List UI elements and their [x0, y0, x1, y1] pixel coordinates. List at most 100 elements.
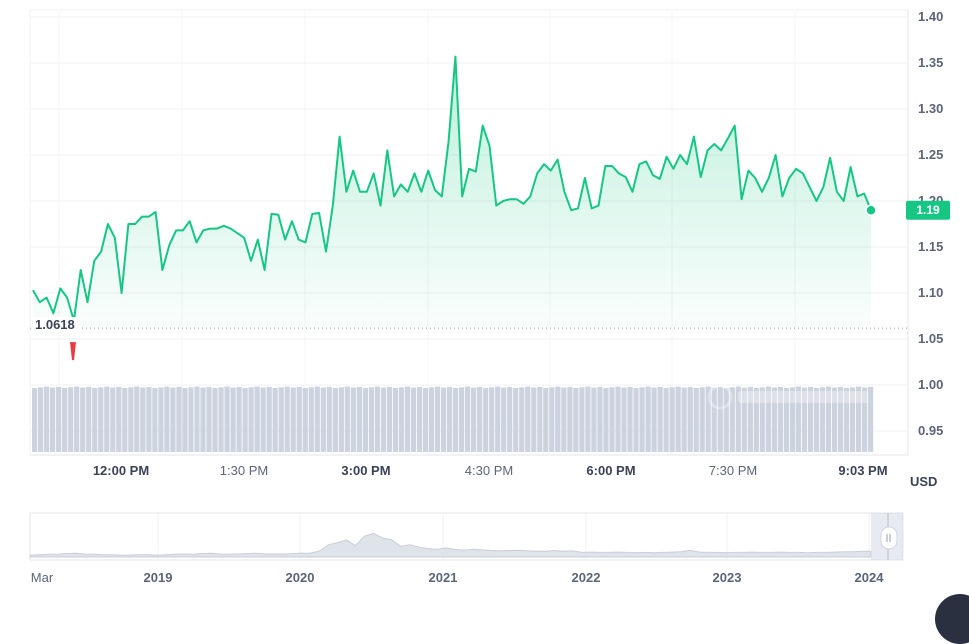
coinmarketcap-watermark — [707, 384, 868, 410]
volume-bar — [765, 386, 771, 452]
current-price-label: 1.19 — [916, 203, 940, 217]
volume-bar — [74, 386, 80, 452]
range-navigator[interactable] — [29, 512, 904, 561]
navigator-label: 2022 — [572, 570, 601, 585]
volume-bar — [843, 388, 850, 452]
navigator-label: 2023 — [713, 570, 742, 585]
x-tick-label: 7:30 PM — [709, 463, 757, 478]
volume-bar — [362, 388, 368, 452]
volume-bar — [446, 386, 453, 452]
volume-bar — [819, 387, 826, 452]
volume-bar — [182, 388, 188, 452]
volume-bar — [753, 388, 759, 452]
volume-bar — [495, 386, 501, 452]
volume-bar — [699, 387, 705, 452]
volume-bar — [681, 387, 687, 452]
volume-bar — [537, 386, 543, 452]
volume-bar — [831, 387, 838, 452]
volume-bar — [332, 388, 338, 452]
volume-bar — [663, 388, 669, 452]
volume-bar — [465, 386, 471, 452]
volume-bar — [705, 386, 711, 452]
volume-bar — [374, 386, 381, 452]
volume-bar — [110, 387, 116, 452]
volume-bar — [675, 386, 681, 452]
volume-bar — [212, 388, 218, 452]
navigator-area — [29, 532, 872, 558]
volume-bar — [128, 387, 134, 452]
price-area-fill — [33, 56, 871, 329]
volume-bar — [459, 387, 465, 452]
volume-bar — [591, 387, 597, 452]
volume-bar — [32, 388, 38, 452]
volume-bar — [392, 388, 399, 452]
volume-bar — [164, 386, 170, 452]
current-price-dot — [865, 204, 877, 216]
volume-bar — [621, 387, 627, 452]
volume-bar — [561, 387, 567, 452]
volume-bar — [669, 387, 675, 452]
volume-bar — [68, 387, 74, 452]
volume-bar — [266, 386, 272, 452]
y-tick-label: 1.10 — [918, 285, 943, 300]
volume-bar — [218, 387, 224, 452]
volume-bar — [170, 387, 176, 452]
volume-bar — [801, 387, 808, 452]
volume-bar — [140, 387, 146, 452]
volume-bar — [248, 387, 254, 452]
volume-bar — [567, 386, 573, 452]
volume-bar — [837, 386, 844, 452]
volume-bar — [398, 387, 405, 452]
volume-bar — [729, 387, 735, 452]
volume-bar — [50, 387, 56, 452]
navigator-gridlines — [157, 513, 870, 560]
navigator-labels: Mar 2019 2020 2021 2022 2023 2024 — [31, 570, 884, 585]
volume-bar — [368, 387, 375, 452]
volume-bar — [519, 387, 525, 452]
volume-bar — [651, 387, 657, 452]
volume-bar — [152, 388, 158, 452]
volume-bar — [326, 386, 332, 452]
volume-bar — [747, 386, 753, 452]
volume-bar — [741, 387, 747, 452]
volume-bar — [483, 388, 489, 452]
navigator-handle[interactable] — [880, 526, 898, 550]
y-tick-label: 1.05 — [918, 331, 943, 346]
volume-bar — [813, 388, 820, 452]
volume-bar — [489, 387, 495, 452]
down-arrow-icon — [70, 342, 76, 361]
volume-bar — [272, 388, 278, 452]
volume-bar — [230, 387, 236, 452]
volume-bar — [807, 386, 814, 452]
volume-bar — [56, 386, 62, 452]
volume-bar — [645, 386, 651, 452]
volume-bar — [338, 387, 344, 452]
volume-bar — [134, 386, 140, 452]
volume-bar — [206, 386, 212, 452]
volume-bar — [242, 388, 248, 452]
volume-bar — [633, 388, 639, 452]
volume-bars — [32, 386, 874, 452]
open-price-label-bg — [32, 317, 80, 334]
volume-bar — [350, 387, 356, 452]
volume-bar — [86, 386, 92, 452]
volume-bar — [44, 386, 50, 452]
volume-bar — [711, 387, 717, 452]
y-tick-label: 0.95 — [918, 423, 943, 438]
volume-bar — [525, 386, 531, 452]
volume-bar — [344, 386, 350, 452]
volume-bar — [825, 386, 832, 452]
volume-bar — [422, 388, 429, 452]
navigator-label: 2020 — [286, 570, 315, 585]
volume-bar — [224, 386, 230, 452]
volume-bar — [308, 387, 314, 452]
volume-bar — [531, 387, 537, 452]
volume-bar — [795, 386, 802, 452]
volume-bar — [849, 387, 856, 452]
volume-bar — [92, 388, 98, 452]
volume-bar — [723, 388, 729, 452]
volume-bar — [693, 388, 699, 452]
y-axis: 1.401.351.301.251.201.151.101.051.000.95 — [918, 9, 943, 438]
volume-bar — [609, 387, 615, 452]
open-price-label: 1.0618 — [35, 317, 75, 332]
